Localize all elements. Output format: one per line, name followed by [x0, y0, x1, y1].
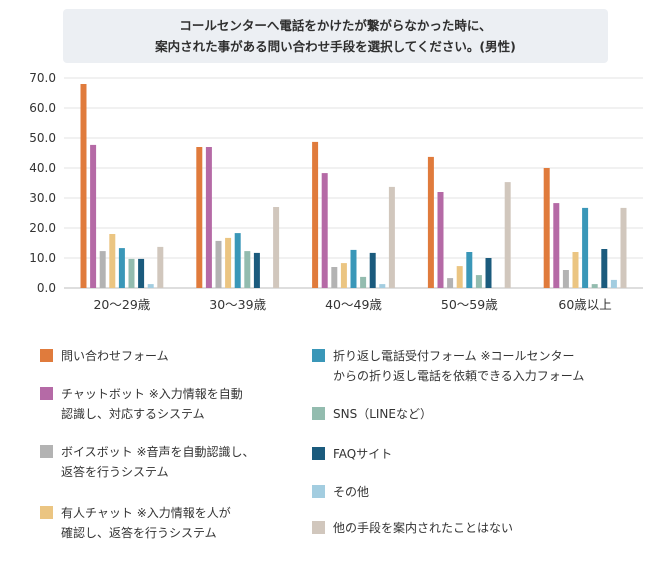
- bar: [138, 258, 145, 288]
- bar: [273, 207, 280, 288]
- bar: [225, 237, 232, 288]
- y-tick-label: 20.0: [29, 221, 56, 235]
- bar: [601, 249, 608, 288]
- x-tick-label: 50〜59歳: [441, 297, 498, 312]
- bar: [553, 203, 560, 288]
- bar: [591, 284, 598, 288]
- bar: [253, 252, 260, 288]
- bar: [360, 276, 367, 288]
- bar: [340, 263, 347, 288]
- bar: [610, 279, 617, 288]
- bar: [485, 258, 492, 288]
- chart-title-box: コールセンターへ電話をかけたが繋がらなかった時に、 案内された事がある問い合わせ…: [63, 9, 608, 63]
- bar: [562, 270, 569, 288]
- bar: [312, 141, 319, 288]
- bar: [582, 207, 589, 288]
- chart-title-line-2: 案内された事がある問い合わせ手段を選択してください。(男性): [155, 39, 516, 54]
- x-tick-label: 60歳以上: [558, 297, 611, 312]
- bar: [475, 275, 482, 288]
- bar: [321, 173, 328, 288]
- bar: [388, 186, 395, 288]
- bar: [620, 207, 627, 288]
- bar: [99, 251, 106, 288]
- bar: [147, 284, 154, 288]
- bar: [504, 182, 511, 288]
- bar: [118, 248, 125, 288]
- bar: [543, 168, 550, 288]
- bar: [80, 84, 87, 288]
- y-tick-label: 10.0: [29, 251, 56, 265]
- bar: [369, 252, 376, 288]
- bar: [196, 147, 203, 288]
- chart-title-line-1: コールセンターへ電話をかけたが繋がらなかった時に、: [179, 18, 492, 33]
- y-tick-label: 60.0: [29, 101, 56, 115]
- x-tick-label: 20〜29歳: [93, 297, 150, 312]
- y-tick-label: 70.0: [29, 71, 56, 85]
- bar: [244, 251, 251, 288]
- bar: [466, 252, 473, 288]
- y-tick-label: 0.0: [37, 281, 56, 295]
- bar: [447, 278, 454, 288]
- bar: [205, 147, 212, 288]
- x-tick-label: 30〜39歳: [209, 297, 266, 312]
- x-tick-label: 40〜49歳: [325, 297, 382, 312]
- bar: [234, 233, 241, 288]
- bar: [427, 156, 434, 288]
- bar: [456, 266, 463, 288]
- bar: [128, 258, 135, 288]
- bar: [215, 240, 222, 288]
- y-tick-label: 50.0: [29, 131, 56, 145]
- bar: [350, 249, 357, 288]
- bar: [90, 144, 97, 288]
- bar: [331, 267, 338, 288]
- bar: [157, 246, 164, 288]
- bar: [379, 284, 386, 288]
- bar: [572, 252, 579, 288]
- bar: [437, 192, 444, 288]
- y-tick-label: 30.0: [29, 191, 56, 205]
- y-tick-label: 40.0: [29, 161, 56, 175]
- bar: [109, 234, 116, 288]
